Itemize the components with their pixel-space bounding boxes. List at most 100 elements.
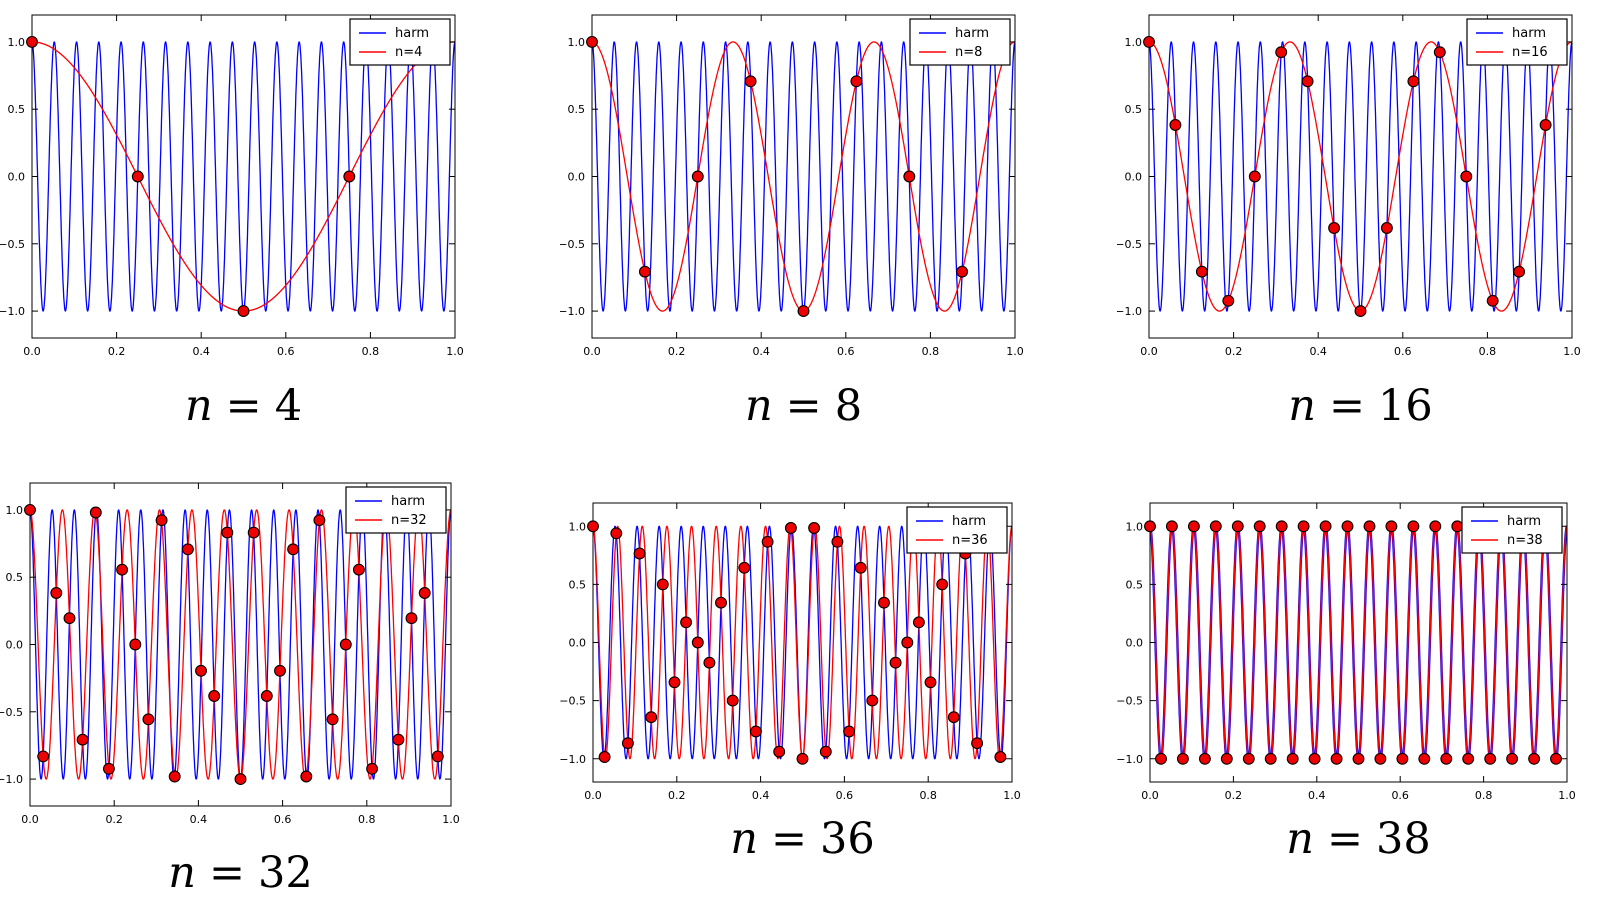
caption-value: 32 bbox=[258, 848, 313, 898]
sample-marker bbox=[947, 711, 960, 724]
x-tick-label: 0.8 bbox=[358, 813, 376, 826]
y-tick-label: 0.0 bbox=[568, 171, 586, 184]
subplot-n16: 0.0 0.2 0.4 0.6 0.8 1.0 1.0 0.5 0.0 −0.5 −1.0 harm n… bbox=[1115, 0, 1592, 374]
sample-marker bbox=[1220, 752, 1233, 765]
axes-frame bbox=[31, 14, 456, 339]
axes-frame bbox=[29, 482, 452, 807]
x-tick-label: 0.0 bbox=[583, 345, 601, 358]
subplot-n4: 0.0 0.2 0.4 0.6 0.8 1.0 1.0 0.5 0.0 −0.5 −1.0 harm n… bbox=[0, 0, 475, 374]
sample-marker bbox=[221, 526, 234, 539]
sample-marker bbox=[889, 656, 902, 669]
sample-marker bbox=[610, 527, 623, 540]
y-tick-label: 1.0 bbox=[1126, 520, 1144, 533]
y-tick-label: −1.0 bbox=[1117, 753, 1143, 766]
sample-marker bbox=[392, 733, 405, 746]
legend-label: harm bbox=[395, 26, 429, 41]
y-tick-label: 0.0 bbox=[1125, 171, 1143, 184]
sample-marker bbox=[1462, 752, 1475, 765]
sample-marker bbox=[1248, 170, 1261, 183]
sample-marker bbox=[1352, 752, 1365, 765]
sample-marker bbox=[181, 543, 194, 556]
sample-marker bbox=[1155, 752, 1167, 765]
x-tick-label: 0.6 bbox=[1394, 345, 1412, 358]
sample-markers bbox=[24, 503, 444, 786]
caption-n8: n = 8 bbox=[592, 381, 1015, 431]
plot-canvas-n38: 0.0 0.2 0.4 0.6 0.8 1.0 1.0 0.5 0.0 −0.5 −1.0 harm n… bbox=[1116, 502, 1576, 802]
x-tick-label: 1.0 bbox=[442, 813, 460, 826]
sample-marker bbox=[744, 75, 757, 88]
y-tick-label: 1.0 bbox=[568, 36, 586, 49]
sample-marker bbox=[1528, 752, 1541, 765]
sample-marker bbox=[645, 711, 658, 724]
sample-marker bbox=[26, 35, 38, 48]
sample-marker bbox=[1187, 520, 1200, 533]
sample-marker bbox=[831, 535, 844, 548]
sample-marker bbox=[50, 587, 63, 599]
sample-marker bbox=[691, 170, 704, 183]
y-tick-label: −1.0 bbox=[1117, 305, 1142, 318]
sample-marker bbox=[903, 170, 916, 183]
legend-label: harm bbox=[1512, 26, 1546, 41]
sample-markers bbox=[586, 35, 969, 318]
caption-value: 8 bbox=[834, 381, 863, 431]
sample-marker bbox=[1451, 520, 1464, 533]
x-tick-label: 0.4 bbox=[190, 813, 208, 826]
plot-canvas-n8: 0.0 0.2 0.4 0.6 0.8 1.0 1.0 0.5 0.0 −0.5 −1.0 harm n… bbox=[558, 14, 1024, 358]
sample-marker bbox=[761, 535, 774, 548]
sample-marker bbox=[1264, 752, 1277, 765]
sample-marker bbox=[116, 563, 129, 576]
x-tick-label: 0.6 bbox=[277, 345, 295, 358]
y-tick-label: 0.5 bbox=[6, 571, 24, 584]
plot-canvas-n16: 0.0 0.2 0.4 0.6 0.8 1.0 1.0 0.5 0.0 −0.5 −1.0 harm n… bbox=[1115, 14, 1581, 358]
axes-background bbox=[1149, 15, 1572, 338]
caption-variable: n bbox=[168, 848, 196, 898]
x-tick-label: 0.6 bbox=[274, 813, 292, 826]
sample-marker bbox=[1539, 119, 1552, 131]
sample-marker bbox=[633, 547, 646, 560]
sample-marker bbox=[1319, 520, 1332, 533]
x-tick-label: 1.0 bbox=[1003, 789, 1021, 802]
sample-marker bbox=[131, 170, 144, 183]
x-tick-label: 0.8 bbox=[922, 345, 940, 358]
x-tick-label: 0.0 bbox=[1140, 345, 1158, 358]
legend-label: n=32 bbox=[391, 513, 427, 528]
caption-equals: = bbox=[785, 381, 822, 431]
x-tick-label: 0.0 bbox=[21, 813, 39, 826]
x-tick-label: 0.6 bbox=[1391, 789, 1409, 802]
sample-markers bbox=[1143, 35, 1552, 318]
sample-marker bbox=[1550, 752, 1562, 765]
sample-marker bbox=[343, 170, 356, 183]
x-tick-label: 0.6 bbox=[836, 789, 854, 802]
legend-label: n=8 bbox=[955, 45, 982, 60]
legend-box bbox=[1461, 506, 1563, 554]
sample-marker bbox=[587, 520, 599, 533]
x-tick-label: 0.8 bbox=[1475, 789, 1493, 802]
sample-marker bbox=[1275, 46, 1288, 59]
sample-marker bbox=[1484, 752, 1497, 765]
sample-marker bbox=[1396, 752, 1409, 765]
caption-variable: n bbox=[184, 381, 213, 431]
x-tick-label: 0.2 bbox=[668, 345, 686, 358]
legend-label: n=38 bbox=[1507, 533, 1543, 548]
sample-marker bbox=[260, 690, 273, 702]
sample-marker bbox=[1144, 520, 1156, 533]
legend-box bbox=[906, 506, 1008, 554]
x-tick-label: 0.2 bbox=[668, 789, 686, 802]
sample-marker bbox=[1330, 752, 1343, 765]
sample-marker bbox=[405, 612, 418, 625]
legend: harm n=4 bbox=[349, 18, 451, 66]
y-tick-label: 0.5 bbox=[1126, 578, 1144, 591]
y-tick-label: −0.5 bbox=[1117, 695, 1143, 708]
tick-labels: 0.0 0.2 0.4 0.6 0.8 1.0 1.0 0.5 0.0 −0.5 −1.0 bbox=[559, 520, 1021, 802]
sample-marker bbox=[656, 578, 669, 591]
y-tick-label: −0.5 bbox=[560, 238, 585, 251]
subplot-n32: 0.0 0.2 0.4 0.6 0.8 1.0 1.0 0.5 0.0 −0.5 −1.0 harm n… bbox=[0, 468, 475, 842]
x-tick-label: 0.0 bbox=[584, 789, 602, 802]
axes-background bbox=[30, 483, 451, 806]
sample-marker bbox=[1385, 520, 1398, 533]
caption-variable: n bbox=[1288, 381, 1316, 431]
y-tick-label: −0.5 bbox=[560, 695, 586, 708]
sample-marker bbox=[784, 522, 797, 534]
x-tick-label: 0.0 bbox=[23, 345, 41, 358]
sample-marker bbox=[994, 751, 1007, 763]
